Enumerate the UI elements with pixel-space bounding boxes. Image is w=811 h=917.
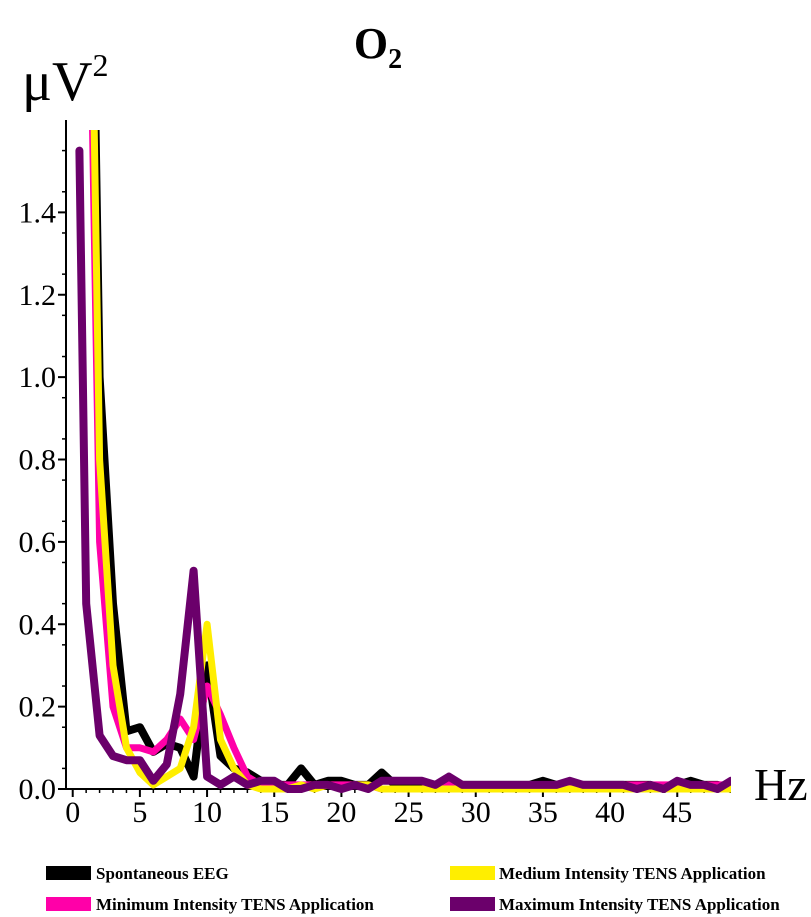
series-lines xyxy=(75,130,731,793)
legend-label-minimum-intensity: Minimum Intensity TENS Application xyxy=(96,895,374,914)
x-tick-label: 10 xyxy=(192,796,222,829)
legend-label-maximum-intensity: Maximum Intensity TENS Application xyxy=(499,895,780,914)
x-tick-label: 5 xyxy=(132,796,147,829)
y-tick-label: 1.0 xyxy=(19,361,57,394)
y-tick-label: 1.2 xyxy=(19,279,57,312)
x-tick-label: 45 xyxy=(662,796,692,829)
chart-title-subscript: 2 xyxy=(388,44,402,75)
legend: Spontaneous EEG Medium Intensity TENS Ap… xyxy=(46,864,780,914)
x-axis-label: Hz xyxy=(754,759,808,810)
y-tick-label: 0.0 xyxy=(19,773,57,806)
legend-item-minimum-intensity: Minimum Intensity TENS Application xyxy=(46,895,374,914)
legend-item-spontaneous-eeg: Spontaneous EEG xyxy=(46,864,229,883)
legend-label-spontaneous-eeg: Spontaneous EEG xyxy=(96,864,229,883)
chart-title: O2 xyxy=(354,19,402,75)
legend-swatch-spontaneous-eeg xyxy=(46,866,91,880)
legend-swatch-medium-intensity xyxy=(450,866,495,880)
y-tick-label: 1.4 xyxy=(19,196,57,229)
y-tick-label: 0.4 xyxy=(19,608,57,641)
legend-item-maximum-intensity: Maximum Intensity TENS Application xyxy=(450,895,780,914)
y-tick-label: 0.6 xyxy=(19,526,57,559)
x-tick-label: 35 xyxy=(528,796,558,829)
legend-swatch-minimum-intensity xyxy=(46,897,91,911)
chart-title-main: O xyxy=(354,19,388,68)
series-line-maximum-intensity-tens-application xyxy=(75,146,731,793)
legend-swatch-maximum-intensity xyxy=(450,897,495,911)
y-axis-label-superscript: 2 xyxy=(92,47,108,83)
x-tick-label: 30 xyxy=(461,796,491,829)
x-ticks: 0 5 10 15 20 25 30 35 40 45 xyxy=(65,789,719,829)
x-tick-label: 15 xyxy=(259,796,289,829)
y-tick-label: 0.8 xyxy=(19,444,57,477)
y-ticks: 0.0 0.2 0.4 0.6 0.8 1.0 1.2 1.4 xyxy=(19,149,66,806)
y-tick-label: 0.2 xyxy=(19,691,57,724)
y-axis-label-main: μV xyxy=(22,51,92,113)
x-tick-label: 40 xyxy=(595,796,625,829)
legend-label-medium-intensity: Medium Intensity TENS Application xyxy=(499,864,766,883)
y-axis-label: μV2 xyxy=(22,47,108,113)
x-tick-label: 20 xyxy=(326,796,356,829)
x-tick-label: 25 xyxy=(394,796,424,829)
x-tick-label: 0 xyxy=(65,796,80,829)
legend-item-medium-intensity: Medium Intensity TENS Application xyxy=(450,864,766,883)
